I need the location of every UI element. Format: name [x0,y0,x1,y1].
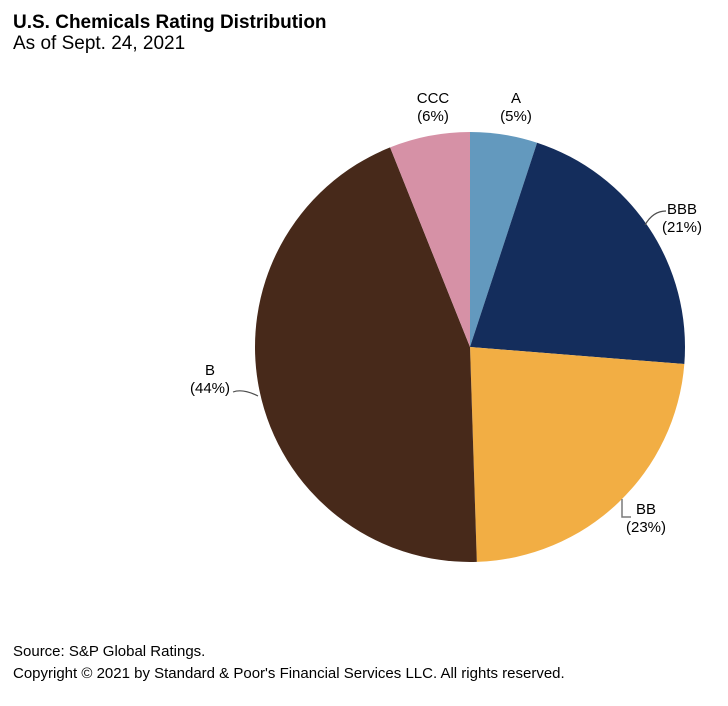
pie-slice-b [254,147,477,562]
pie-label-bbb: BBB (21%) [662,201,702,237]
source-note: Source: S&P Global Ratings. [13,643,206,660]
pie-label-b: B (44%) [190,362,230,398]
pie-label-ccc-pct: (6%) [417,108,449,125]
chart-subtitle: As of Sept. 24, 2021 [13,33,186,54]
pie-label-ccc: CCC (6%) [417,90,450,126]
pie-label-a-pct: (5%) [500,108,532,125]
pie-label-b-name: B [204,362,216,379]
pie-label-bb-name: BB [635,501,657,518]
pie-label-b-pct: (44%) [189,380,231,397]
pie-slice-a [470,132,538,347]
chart-header: U.S. Chemicals Rating Distribution As of… [13,12,327,54]
pie-slice-bbb [470,142,685,365]
pie-label-bb: BB (23%) [626,501,666,537]
pie-slices [254,132,685,562]
leader-line-b [232,390,259,397]
pie-slice-ccc [390,132,470,347]
pie-label-bb-pct: (23%) [625,519,667,536]
leader-line-bb [621,499,631,518]
copyright-note: Copyright © 2021 by Standard & Poor's Fi… [13,665,565,682]
pie-label-a-name: A [510,90,522,107]
pie-slice-bb [470,347,685,562]
pie-label-bbb-pct: (21%) [661,219,703,236]
pie-label-bbb-name: BBB [666,201,698,218]
pie-label-a: A (5%) [500,90,532,126]
pie-label-ccc-name: CCC [416,90,450,107]
leader-line-bbb [644,210,667,226]
chart-title: U.S. Chemicals Rating Distribution [13,12,327,33]
